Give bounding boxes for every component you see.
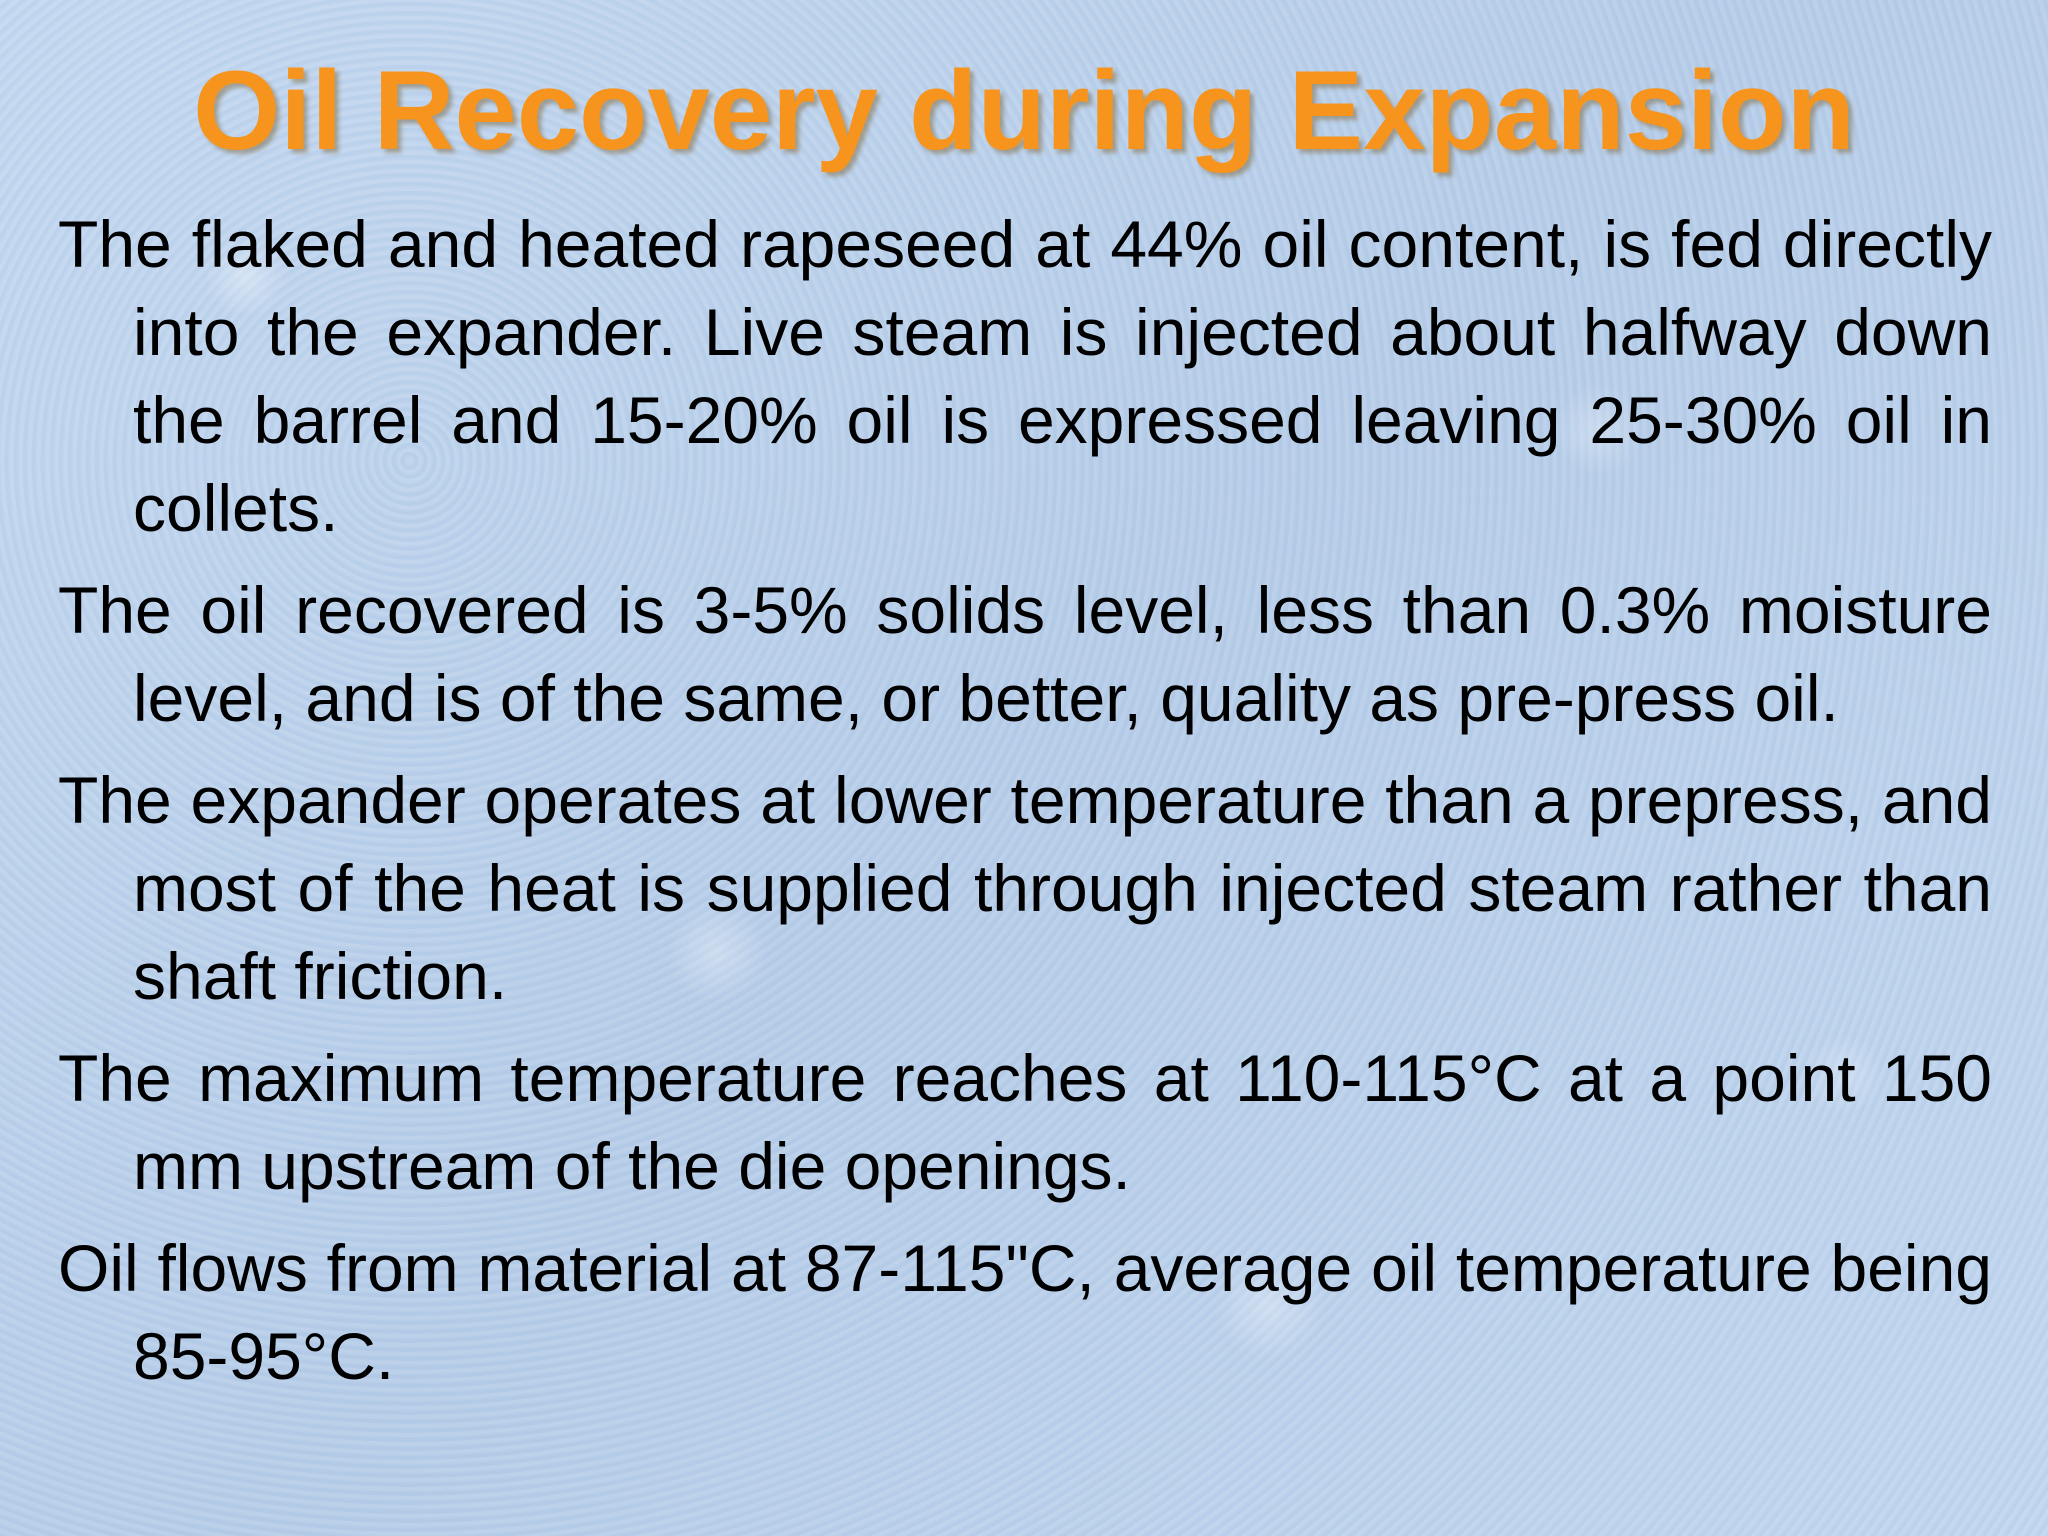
bullet-item: The flaked and heated rapeseed at 44% oi… — [58, 207, 1992, 545]
bullet-item: Oil flows from material at 87-115"C, ave… — [58, 1231, 1992, 1393]
bullet-item: The maximum temperature reaches at 110-1… — [58, 1041, 1992, 1203]
slide-title: Oil Recovery during Expansion — [193, 48, 1855, 173]
bullet-item: The expander operates at lower temperatu… — [58, 763, 1992, 1013]
bullet-item: The oil recovered is 3-5% solids level, … — [58, 573, 1992, 735]
bullet-list: The flaked and heated rapeseed at 44% oi… — [58, 200, 1992, 1414]
